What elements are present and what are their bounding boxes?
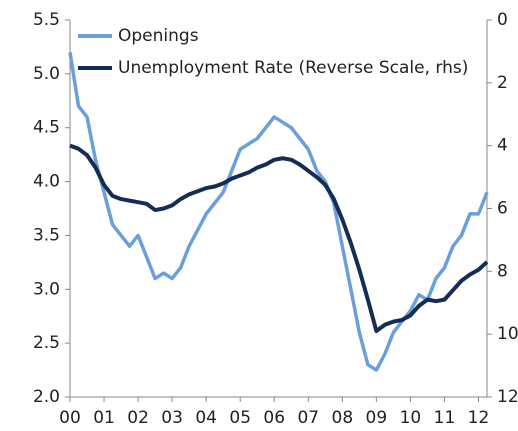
x-tick-label: 07: [297, 408, 319, 428]
x-tick-label: 05: [229, 408, 251, 428]
y2-tick-label: 12: [497, 387, 518, 407]
x-tick-label: 03: [161, 408, 183, 428]
x-tick-label: 04: [195, 408, 217, 428]
x-tick-label: 06: [263, 408, 285, 428]
x-tick-label: 12: [468, 408, 490, 428]
x-tick-label: 11: [434, 408, 456, 428]
y-tick-label: 3.5: [33, 225, 60, 245]
y-tick-label: 5.0: [33, 64, 60, 84]
series-line: [69, 143, 489, 334]
x-tick-label: 10: [400, 408, 422, 428]
legend-label: Unemployment Rate (Reverse Scale, rhs): [118, 58, 468, 78]
y-tick-label: 3.0: [33, 279, 60, 299]
y-tick-label: 4.5: [33, 118, 60, 138]
y2-tick-label: 6: [497, 199, 508, 219]
x-tick-label: 02: [127, 408, 149, 428]
y-tick-label: 5.5: [33, 10, 60, 30]
y2-tick-label: 2: [497, 73, 508, 93]
y2-tick-label: 8: [497, 261, 508, 281]
x-tick-label: 00: [59, 408, 81, 428]
series-line: [68, 52, 489, 372]
x-tick-label: 09: [366, 408, 388, 428]
y-tick-label: 2.5: [33, 333, 60, 353]
y-tick-label: 4.0: [33, 172, 60, 192]
legend-label: Openings: [118, 26, 199, 46]
y-tick-label: 2.0: [33, 387, 60, 407]
y2-tick-label: 4: [497, 136, 508, 156]
x-tick-label: 01: [93, 408, 115, 428]
x-tick-label: 08: [332, 408, 354, 428]
y2-tick-label: 10: [497, 324, 518, 344]
y2-tick-label: 0: [497, 10, 508, 30]
